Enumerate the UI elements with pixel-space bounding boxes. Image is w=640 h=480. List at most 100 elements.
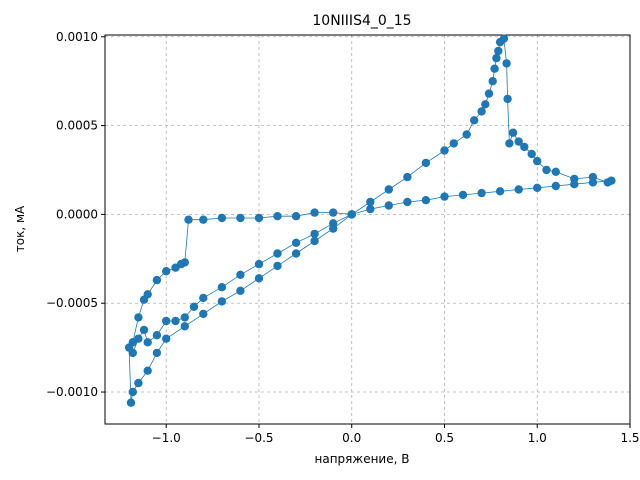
data-point bbox=[162, 316, 171, 326]
data-point bbox=[329, 219, 338, 228]
data-point bbox=[217, 283, 227, 292]
data-point bbox=[462, 130, 471, 139]
x-tick-label: 1.0 bbox=[528, 431, 547, 445]
y-tick-label: 0.0000 bbox=[56, 207, 98, 221]
data-point bbox=[533, 183, 542, 192]
y-axis-ticks: −0.0010 −0.0005 0.0000 0.0005 0.0010 bbox=[46, 30, 105, 399]
y-tick-label: −0.0005 bbox=[46, 296, 98, 310]
data-point bbox=[440, 192, 449, 201]
data-point bbox=[470, 116, 479, 125]
data-point bbox=[384, 185, 393, 194]
data-point bbox=[273, 249, 282, 258]
data-point bbox=[488, 77, 497, 86]
data-point bbox=[384, 201, 393, 210]
data-point bbox=[199, 215, 208, 224]
data-point bbox=[449, 139, 458, 148]
data-point bbox=[128, 338, 137, 347]
data-point bbox=[514, 185, 523, 194]
data-point bbox=[551, 167, 560, 176]
data-point bbox=[273, 212, 282, 221]
data-point bbox=[143, 338, 152, 347]
data-point bbox=[217, 213, 227, 223]
data-point bbox=[236, 213, 245, 223]
data-point bbox=[171, 316, 180, 326]
data-point bbox=[217, 297, 227, 306]
x-tick-label: −1.0 bbox=[152, 431, 181, 445]
data-point bbox=[152, 348, 162, 358]
data-point bbox=[126, 398, 136, 407]
data-point bbox=[128, 387, 137, 397]
data-point bbox=[236, 286, 245, 295]
plot-area-frame bbox=[104, 34, 631, 425]
data-point bbox=[180, 322, 189, 331]
series-points bbox=[124, 34, 616, 407]
data-point bbox=[481, 100, 490, 109]
data-point bbox=[310, 229, 319, 239]
data-point bbox=[310, 236, 319, 246]
data-point bbox=[254, 213, 264, 223]
data-point bbox=[490, 64, 499, 73]
data-point bbox=[310, 208, 319, 217]
y-tick-label: 0.0005 bbox=[56, 119, 98, 133]
data-point bbox=[139, 295, 149, 304]
data-point bbox=[520, 142, 529, 152]
x-tick-label: 1.5 bbox=[620, 431, 639, 445]
data-point bbox=[588, 172, 598, 182]
data-point bbox=[494, 46, 503, 56]
data-point bbox=[492, 53, 501, 63]
data-point bbox=[134, 313, 143, 322]
data-point bbox=[329, 208, 338, 217]
data-point bbox=[189, 302, 199, 311]
data-point bbox=[527, 149, 536, 159]
x-axis-label: напряжение, В bbox=[315, 452, 410, 466]
data-point bbox=[254, 274, 264, 283]
data-point bbox=[291, 249, 301, 258]
data-point bbox=[162, 267, 171, 276]
data-point bbox=[603, 178, 612, 187]
x-tick-label: 0.5 bbox=[435, 431, 454, 445]
data-point bbox=[503, 94, 512, 104]
data-point bbox=[495, 37, 505, 47]
data-point bbox=[134, 378, 143, 388]
data-point bbox=[152, 275, 162, 285]
data-point bbox=[533, 156, 542, 166]
chart-title: 10NIIIS4_0_15 bbox=[312, 13, 411, 29]
data-point bbox=[254, 259, 264, 269]
data-point bbox=[458, 190, 468, 200]
data-point bbox=[495, 187, 505, 196]
data-point bbox=[199, 293, 208, 303]
data-point bbox=[484, 89, 494, 98]
y-tick-label: 0.0010 bbox=[56, 30, 98, 44]
data-point bbox=[199, 309, 208, 319]
data-point bbox=[421, 158, 431, 168]
data-point bbox=[502, 59, 511, 68]
data-point bbox=[505, 139, 514, 148]
data-point bbox=[542, 165, 551, 175]
data-point bbox=[508, 128, 518, 137]
data-point bbox=[143, 366, 152, 375]
data-point bbox=[236, 270, 245, 279]
data-point bbox=[180, 313, 189, 322]
data-point bbox=[421, 196, 431, 205]
data-point bbox=[273, 261, 282, 271]
x-tick-label: −0.5 bbox=[244, 431, 273, 445]
data-point bbox=[291, 212, 301, 221]
data-point bbox=[403, 197, 412, 207]
data-point bbox=[477, 188, 486, 198]
data-point bbox=[403, 172, 412, 182]
data-point bbox=[514, 137, 523, 146]
data-point bbox=[162, 334, 171, 343]
data-point bbox=[366, 197, 375, 207]
data-point bbox=[152, 331, 162, 340]
data-point bbox=[440, 146, 449, 155]
data-point bbox=[139, 325, 149, 335]
y-axis-label: ток, мА bbox=[13, 205, 27, 252]
data-point bbox=[291, 238, 301, 247]
data-point bbox=[477, 107, 486, 116]
data-point bbox=[570, 174, 579, 184]
data-point bbox=[347, 210, 356, 219]
data-point bbox=[551, 181, 560, 191]
data-point bbox=[366, 204, 375, 214]
